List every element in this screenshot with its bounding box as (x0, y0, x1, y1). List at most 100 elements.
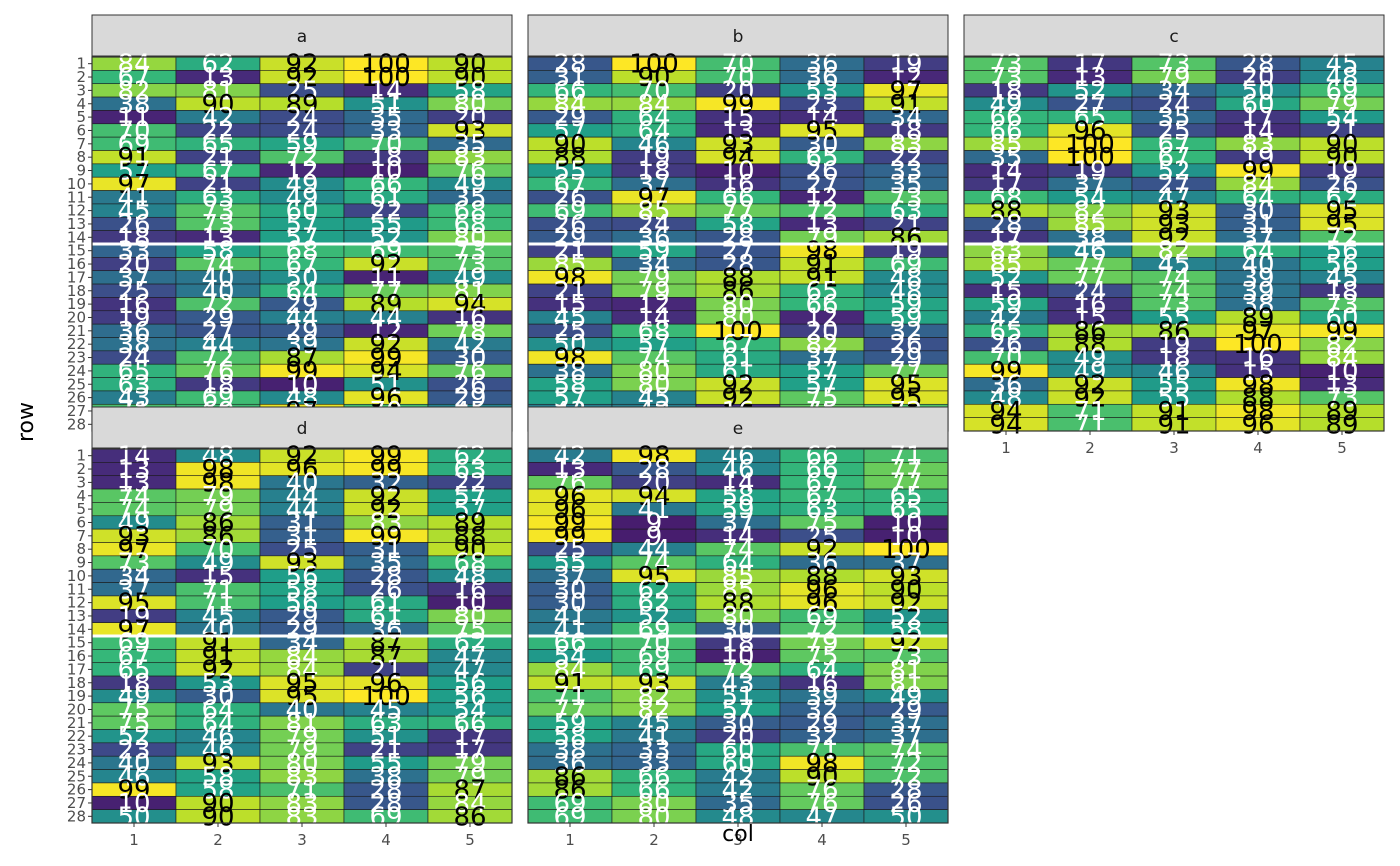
cell-value-label: 40 (201, 263, 234, 293)
cell-value-label: 100 (713, 317, 763, 347)
cell-value-label: 49 (453, 170, 486, 200)
cell-value-label: 97 (889, 76, 922, 106)
cell-value-label: 69 (369, 802, 402, 832)
cell-value-label: 63 (201, 183, 234, 213)
facet-strip-label-b: b (733, 27, 744, 47)
cell-value-label: 40 (201, 277, 234, 307)
cell-value-label: 45 (117, 197, 150, 227)
cell-value-label: 20 (453, 103, 486, 133)
cell-value-label: 73 (889, 183, 922, 213)
cell-value-label: 49 (453, 263, 486, 293)
cell-value-label: 59 (285, 130, 318, 160)
cell-value-label: 44 (201, 330, 234, 360)
cell-value-label: 73 (201, 210, 234, 240)
cell-value-label: 29 (553, 103, 586, 133)
cell-value-label: 92 (285, 50, 318, 80)
cell-value-label: 28 (721, 223, 754, 253)
cell-value-label: 31 (1241, 210, 1274, 240)
cell-value-label: 12 (805, 303, 838, 333)
cell-value-label: 90 (553, 130, 586, 160)
cell-value-label: 22 (889, 143, 922, 173)
cell-value-label: 78 (453, 317, 486, 347)
cell-value-label: 81 (201, 76, 234, 106)
cell-labels-a: 84 62 92 100 90 67 13 92 100 90 82 81 25 14 58 38 90 89 51… (117, 50, 486, 441)
cell-value-label: 54 (1325, 103, 1358, 133)
cell-value-label: 62 (201, 50, 234, 80)
y-tick-label: 15 (67, 242, 86, 260)
cell-value-label: 49 (989, 90, 1022, 120)
x-tick-label: 5 (465, 831, 475, 849)
cell-value-label: 73 (1157, 50, 1190, 80)
cell-value-label: 53 (805, 76, 838, 106)
cell-value-label: 68 (453, 197, 486, 227)
cell-value-label: 57 (285, 223, 318, 253)
cell-value-label: 82 (805, 330, 838, 360)
y-axis-ticks: 1234567891011121314151617181920212223242… (67, 55, 92, 433)
cell-value-label: 15 (1073, 303, 1106, 333)
y-tick-label: 3 (76, 81, 86, 99)
facet-strip-a (91, 14, 513, 57)
x-tick-label: 4 (1253, 439, 1263, 457)
cell-value-label: 56 (1325, 250, 1358, 280)
cell-value-label: 69 (553, 197, 586, 227)
cell-value-label: 19 (889, 237, 922, 267)
cell-value-label: 35 (369, 103, 402, 133)
cell-value-label: 65 (201, 130, 234, 160)
cell-value-label: 40 (1241, 250, 1274, 280)
cell-value-label: 80 (721, 303, 754, 333)
y-tick-label: 13 (67, 215, 86, 233)
cell-value-label: 83 (285, 802, 318, 832)
cell-value-label: 72 (285, 143, 318, 173)
y-tick-label: 23 (67, 349, 86, 367)
y-tick-label: 17 (67, 268, 86, 286)
cell-value-label: 83 (1241, 130, 1274, 160)
cell-value-label: 65 (1073, 103, 1106, 133)
x-tick-label: 4 (817, 831, 827, 849)
cell-value-label: 87 (285, 344, 318, 374)
cell-value-label: 61 (721, 344, 754, 374)
x-tick-label: 5 (901, 831, 911, 849)
cell-value-label: 14 (805, 103, 838, 133)
y-tick-label: 26 (67, 389, 86, 407)
cell-value-label: 91 (117, 143, 150, 173)
cell-value-label: 94 (989, 410, 1022, 440)
cell-value-label: 91 (1157, 410, 1190, 440)
cell-value-label: 51 (369, 90, 402, 120)
y-tick-label: 18 (67, 282, 86, 300)
cell-value-label: 28 (1241, 50, 1274, 80)
y-tick-label: 25 (67, 375, 86, 393)
cell-value-label: 49 (285, 183, 318, 213)
cell-value-label: 90 (637, 63, 670, 93)
cell-value-label: 26 (117, 210, 150, 240)
cell-value-label: 93 (1157, 210, 1190, 240)
cell-value-label: 90 (1325, 143, 1358, 173)
cell-value-label: 73 (989, 50, 1022, 80)
cell-value-label: 24 (637, 210, 670, 240)
cell-value-label: 15 (553, 290, 586, 320)
cell-value-label: 13 (201, 223, 234, 253)
cell-value-label: 36 (117, 317, 150, 347)
cell-value-label: 12 (805, 183, 838, 213)
cell-value-label: 24 (1073, 277, 1106, 307)
cell-value-label: 99 (721, 90, 754, 120)
cell-value-label: 36 (637, 223, 670, 253)
cell-value-label: 90 (201, 802, 234, 832)
cell-value-label: 39 (285, 330, 318, 360)
x-tick-label: 4 (381, 831, 391, 849)
cell-value-label: 52 (1073, 76, 1106, 106)
cell-value-label: 15 (721, 103, 754, 133)
cell-value-label: 60 (1325, 303, 1358, 333)
cell-value-label: 35 (889, 170, 922, 200)
cell-value-label: 56 (1325, 237, 1358, 267)
y-tick-label: 16 (67, 255, 86, 273)
cell-value-label: 27 (805, 170, 838, 200)
cell-value-label: 13 (805, 210, 838, 240)
cell-value-label: 57 (637, 330, 670, 360)
y-tick-label: 22 (67, 335, 86, 353)
cell-value-label: 79 (805, 223, 838, 253)
cell-value-label: 19 (1325, 157, 1358, 187)
cell-value-label: 29 (201, 303, 234, 333)
x-tick-label: 1 (129, 831, 139, 849)
